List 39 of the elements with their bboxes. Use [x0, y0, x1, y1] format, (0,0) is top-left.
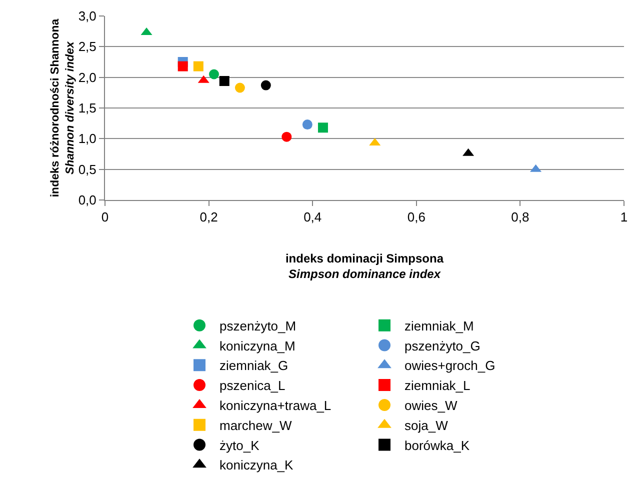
legend-label: koniczyna_M [220, 338, 296, 354]
point [193, 61, 204, 72]
y-tick-label: 1,5 [78, 100, 96, 116]
legend-label: soja_W [404, 418, 449, 433]
point [260, 80, 271, 90]
legend-label: pszenica_L [220, 378, 286, 394]
y-tick-label: 3,0 [78, 8, 96, 24]
legend-label: ziemniak_M [404, 318, 474, 334]
point [178, 61, 188, 72]
y-tick-label: 0,0 [78, 192, 96, 208]
legend-label: pszenżyto_G [404, 338, 480, 354]
legend-label: pszenżyto_M [220, 318, 296, 334]
x-tick-label: 0,2 [200, 210, 218, 225]
point [282, 132, 292, 142]
point [219, 76, 230, 86]
y-tick-label: 1,0 [78, 131, 96, 146]
y-tick-label: 2,5 [78, 39, 96, 54]
legend-label: owies+groch_G [404, 358, 496, 374]
x-tick-label: 0 [101, 210, 109, 225]
x-axis-title: indeks dominacji Simpsona Simpson dominance index [285, 252, 444, 282]
legend-label: koniczyna_K [220, 458, 294, 473]
x-tick-label: 0,4 [304, 210, 322, 225]
legend-label: owies_W [404, 398, 458, 414]
y-tick-label: 2,0 [78, 70, 96, 85]
x-tick-label: 0,8 [511, 210, 530, 225]
legend-label: ziemniak_G [220, 358, 288, 374]
x-tick-label: 1 [620, 210, 628, 225]
legend-label: żyto_K [220, 438, 260, 453]
point [208, 69, 219, 80]
y-axis-title: indeks różnorodności Shannona Shannon diversity index [49, 18, 76, 198]
point [318, 122, 328, 133]
y-tick-label: 0,5 [78, 162, 96, 177]
point [302, 120, 312, 130]
x-tick-label: 0,6 [407, 210, 426, 225]
point [234, 82, 245, 93]
legend-label: marchew_W [220, 418, 292, 433]
legend-label: borówka_K [404, 438, 470, 453]
legend-label: koniczyna+trawa_L [220, 398, 332, 414]
legend-label: ziemniak_L [404, 378, 470, 394]
